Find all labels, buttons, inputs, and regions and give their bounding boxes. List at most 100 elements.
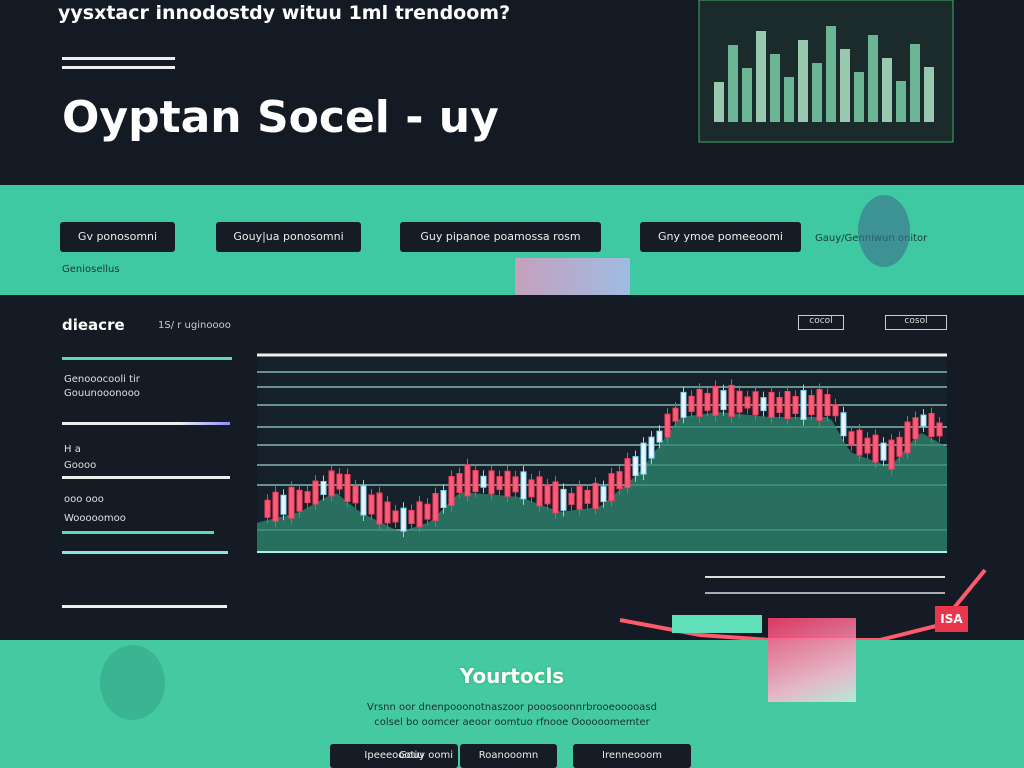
rule [62,531,214,534]
footer-button[interactable]: Irenneooom [573,744,691,768]
rule [62,357,232,360]
candle [448,476,455,506]
candle [744,396,751,409]
candle [864,437,871,454]
candle [392,510,399,523]
preview-chart [698,0,954,143]
footer-line: colsel bo oomcer aeoor oomtuo rfnooe Ooo… [374,717,650,728]
preview-bar [770,54,780,122]
preview-bar [910,44,920,122]
candle [328,470,335,497]
candle [784,391,791,419]
footer-button[interactable]: Gouy oomi [398,750,454,761]
candle [304,491,311,504]
candle [592,482,599,509]
rule [62,66,175,69]
candle [824,394,831,416]
candle [840,412,847,437]
candle [384,501,391,524]
candle [680,391,687,418]
rule [62,476,230,479]
candle [928,413,935,437]
candle [608,473,615,502]
toolbar-note: Geniosellus [62,264,120,275]
preview-bar [868,35,878,122]
candle [656,430,663,443]
candle [480,475,487,488]
hero-title: Oyptan Socel - uy [62,92,499,143]
preview-bar [826,26,836,122]
preview-bar [896,81,906,122]
candle [544,484,551,505]
rule [62,422,230,425]
preview-bar [924,67,934,122]
side-label: ooo ooo [64,494,104,505]
candle [752,391,759,416]
candle [440,490,447,508]
candle [672,407,679,422]
candle [496,476,503,491]
candle [344,474,351,502]
candle [408,510,415,524]
candle [424,503,431,520]
tab[interactable]: cosol [885,315,947,330]
preview-bar [784,77,794,122]
decor [100,645,165,720]
candle [728,384,735,417]
candle [288,486,295,519]
side-label: H a [64,444,81,455]
candle [416,501,423,528]
preview-bar [714,82,724,122]
candle [848,431,855,446]
footer-button[interactable]: Ipeeeoootiu [330,744,458,768]
candle [584,489,591,504]
candle [648,436,655,459]
footer-line: Vrsnn oor dnenpooonotnaszoor pooosoonnrb… [367,702,657,713]
panel-subtitle: 1S/ r uginoooo [158,320,231,331]
candle [520,471,527,500]
candle [888,439,895,470]
candle [872,434,879,463]
preview-bar [742,68,752,122]
candle [800,390,807,420]
candle [712,385,719,416]
candle [336,473,343,490]
candle [400,507,407,532]
tool-button[interactable]: Gv ponosomni [60,222,175,252]
candle [616,471,623,490]
candle [880,442,887,461]
candle [312,480,319,505]
candle [696,388,703,417]
candle [792,396,799,414]
chart-area [257,412,947,552]
tab[interactable]: cocol [798,315,844,330]
candle [504,470,511,497]
candle [856,429,863,456]
decor [858,195,910,267]
preview-bar [756,31,766,122]
candle [736,390,743,413]
candle [272,491,279,522]
candle [536,476,543,507]
preview-bar [812,63,822,122]
tool-button[interactable]: Guy pipanoe poamossa rosm [400,222,601,252]
candle [456,473,463,493]
candle [432,493,439,521]
candle [576,485,583,510]
tool-button[interactable]: Gny ymoe pomeeoomi [640,222,801,252]
candle [768,391,775,418]
candle [552,481,559,514]
candle [920,414,927,427]
candle [352,485,359,504]
decor [515,258,630,295]
candle [568,492,575,505]
footer-button[interactable]: Roanooomn [460,744,557,768]
rule [62,605,227,608]
candle [280,494,287,515]
tool-button[interactable]: Gouy|ua ponosomni [216,222,361,252]
side-label: Gouunooonooo [64,388,140,399]
decor [768,618,856,702]
candle [688,395,695,412]
preview-bar [882,58,892,122]
